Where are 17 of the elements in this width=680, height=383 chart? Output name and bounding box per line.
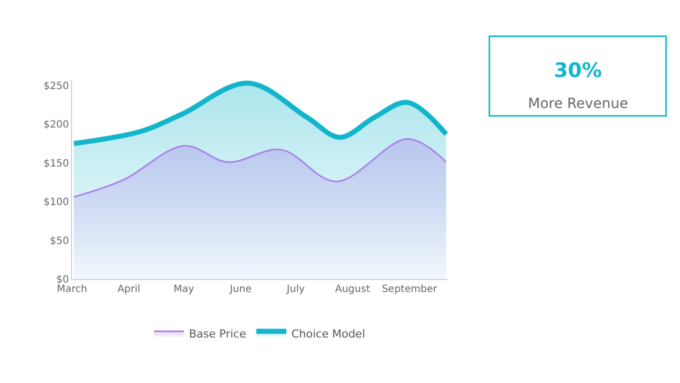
y-tick-label: $200 bbox=[44, 120, 69, 131]
y-tick-label: $0 bbox=[56, 274, 69, 286]
x-tick-label: March bbox=[56, 284, 88, 295]
x-tick-label: May bbox=[174, 284, 194, 295]
legend-label: Choice Model bbox=[291, 328, 366, 341]
y-tick-label: $150 bbox=[44, 158, 69, 170]
x-tick-label: September bbox=[382, 284, 438, 295]
x-tick-label: April bbox=[117, 284, 140, 295]
legend-label: Base Price bbox=[189, 328, 246, 341]
text: 30% bbox=[554, 58, 602, 82]
x-tick-label: August bbox=[335, 284, 370, 295]
y-tick-label: $50 bbox=[50, 236, 69, 247]
text: More Revenue bbox=[528, 96, 628, 112]
x-tick-label: June bbox=[228, 284, 252, 295]
x-tick-label: July bbox=[286, 284, 305, 295]
y-tick-label: $100 bbox=[44, 197, 69, 208]
y-tick-label: $250 bbox=[44, 80, 69, 92]
